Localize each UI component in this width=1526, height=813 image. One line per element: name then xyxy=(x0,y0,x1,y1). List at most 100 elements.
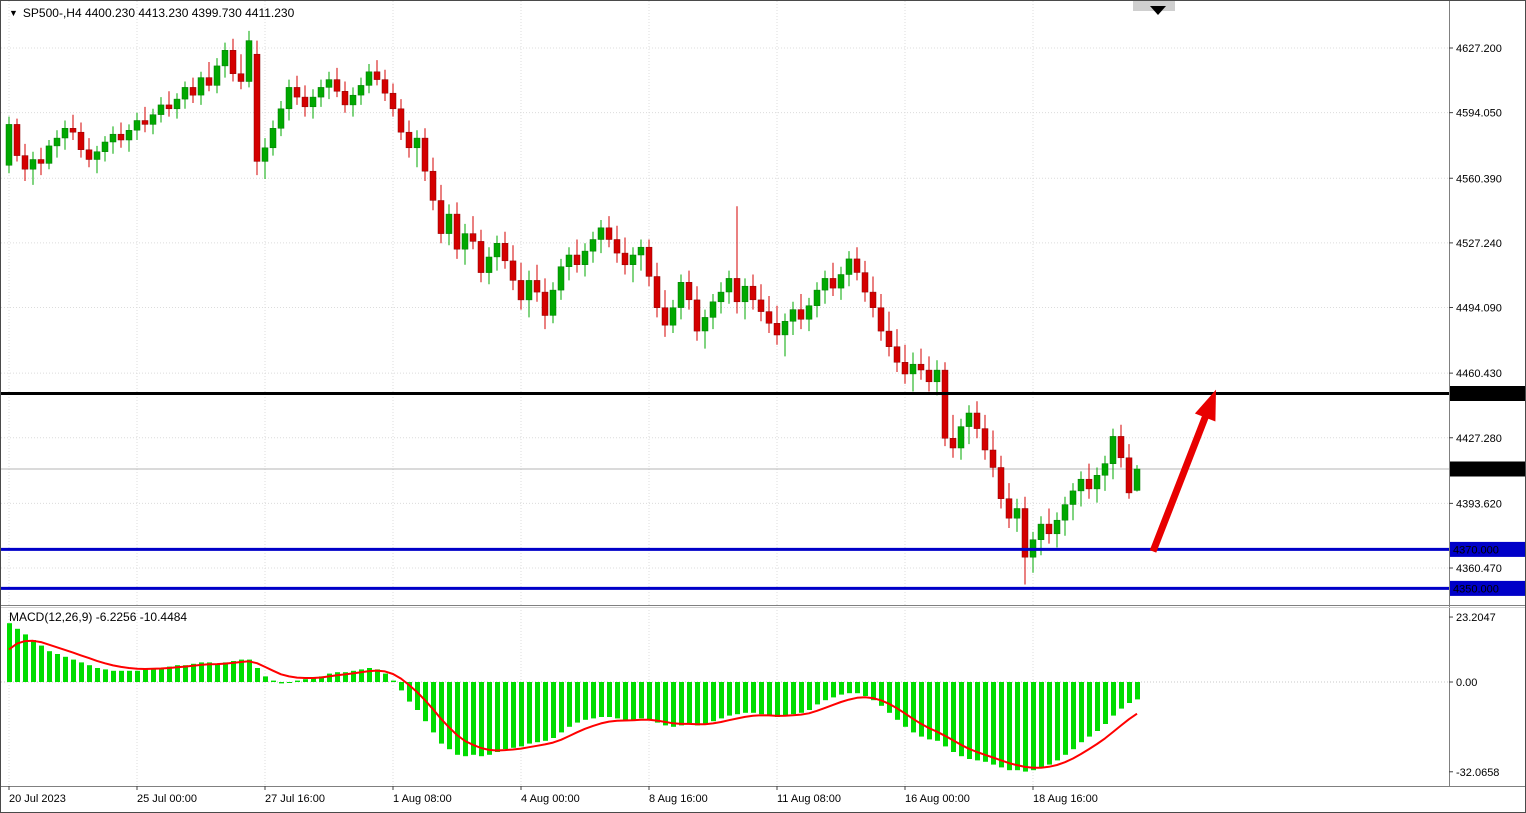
ohlc-info: ▼ SP500-,H4 4400.230 4413.230 4399.730 44… xyxy=(9,6,294,20)
candle-body xyxy=(813,289,821,306)
candle-body xyxy=(189,87,197,96)
macd-bar xyxy=(655,682,660,723)
candle-body xyxy=(1077,478,1085,492)
macd-bar xyxy=(391,680,396,682)
candle-body xyxy=(245,40,253,82)
candle-body xyxy=(845,258,853,275)
macd-bar xyxy=(967,682,972,759)
macd-bar xyxy=(831,682,836,698)
candle-body xyxy=(461,233,469,250)
macd-bar xyxy=(399,682,404,691)
candle-body xyxy=(77,131,85,150)
price-tick-label: 4560.390 xyxy=(1456,173,1502,185)
candle-body xyxy=(661,307,669,326)
candle-body xyxy=(805,305,813,320)
candle-body xyxy=(949,438,957,449)
macd-bar xyxy=(479,682,484,757)
candle-body xyxy=(509,260,517,281)
macd-bar xyxy=(799,682,804,713)
macd-bar xyxy=(15,628,20,682)
macd-bar xyxy=(1015,682,1020,771)
candle-body xyxy=(93,151,101,160)
macd-bar xyxy=(95,668,100,682)
price-tick-label: 4627.200 xyxy=(1456,43,1502,55)
candle-body xyxy=(1045,523,1053,535)
candle-body xyxy=(141,120,149,125)
macd-bar xyxy=(719,682,724,719)
time-tick-label: 1 Aug 08:00 xyxy=(393,793,452,805)
collapse-arrow-icon[interactable]: ▼ xyxy=(9,8,18,18)
time-tick-label: 25 Jul 00:00 xyxy=(137,793,197,805)
macd-bar xyxy=(999,682,1004,768)
candle-body xyxy=(389,92,397,110)
candle-body xyxy=(557,266,565,291)
macd-bar xyxy=(959,682,964,757)
macd-bar xyxy=(159,668,164,682)
candle-body xyxy=(789,309,797,322)
candle-body xyxy=(301,96,309,108)
trend-arrow-head[interactable] xyxy=(1194,389,1216,422)
candle-body xyxy=(541,291,549,316)
candle-body xyxy=(237,73,245,82)
time-tick-label: 8 Aug 16:00 xyxy=(649,793,708,805)
candle-body xyxy=(909,363,917,375)
macd-histogram xyxy=(7,623,1140,772)
candle-body xyxy=(1085,478,1093,490)
candle-body xyxy=(901,362,909,375)
macd-bar xyxy=(1103,682,1108,724)
chart-shift-marker-icon[interactable] xyxy=(1150,6,1166,15)
macd-bar xyxy=(239,659,244,682)
candle-body xyxy=(893,346,901,363)
macd-bar xyxy=(991,682,996,765)
macd-bar xyxy=(855,682,860,694)
macd-bar xyxy=(935,682,940,741)
macd-bar xyxy=(535,682,540,743)
candle-body xyxy=(101,141,109,152)
macd-bar xyxy=(63,656,68,682)
macd-bar xyxy=(71,659,76,682)
macd-bar xyxy=(7,623,12,682)
macd-bar xyxy=(223,662,228,682)
macd-bar xyxy=(431,682,436,733)
candle-body xyxy=(173,98,181,110)
macd-bar xyxy=(1119,682,1124,709)
candle-body xyxy=(229,50,237,74)
macd-bar xyxy=(127,670,132,682)
candle-body xyxy=(565,254,573,267)
candle-body xyxy=(533,280,541,293)
candle-body xyxy=(21,155,29,170)
candle-body xyxy=(1013,508,1021,519)
macd-bar xyxy=(1095,682,1100,731)
candle-body xyxy=(69,128,77,133)
time-tick-label: 20 Jul 2023 xyxy=(9,793,66,805)
macd-bar xyxy=(439,682,444,744)
macd-bar xyxy=(119,670,124,682)
macd-bar xyxy=(407,682,412,702)
price-tick-label: 4527.240 xyxy=(1456,238,1502,250)
candle-body xyxy=(941,369,949,439)
candle-body xyxy=(1005,498,1013,519)
candle-body xyxy=(29,159,37,170)
candle-body xyxy=(797,309,805,320)
candle-body xyxy=(885,330,893,347)
time-tick-label: 4 Aug 00:00 xyxy=(521,793,580,805)
candle-body xyxy=(405,131,413,149)
macd-bar xyxy=(183,665,188,682)
macd-bar xyxy=(783,682,788,716)
candle-body xyxy=(429,170,437,201)
macd-bar xyxy=(343,672,348,682)
current-price-badge-bg xyxy=(1450,461,1525,477)
macd-bar xyxy=(919,682,924,737)
time-tick-label: 16 Aug 00:00 xyxy=(905,793,970,805)
time-axis[interactable]: 20 Jul 2023 25 Jul 00:00 27 Jul 16:00 1 Aug… xyxy=(8,786,1098,805)
support-line-2-badge-text: 4350.000 xyxy=(1453,583,1499,595)
price-axis[interactable]: 4627.200 4594.050 4560.390 4527.240 4494.090… xyxy=(1449,43,1502,779)
price-tick-label: 4427.280 xyxy=(1456,433,1502,445)
candle-body xyxy=(373,71,381,80)
macd-tick-label: -32.0658 xyxy=(1456,767,1499,779)
price-tick-label: 4360.470 xyxy=(1456,563,1502,575)
macd-bar xyxy=(111,670,116,682)
trend-arrow-shaft[interactable] xyxy=(1149,410,1211,553)
